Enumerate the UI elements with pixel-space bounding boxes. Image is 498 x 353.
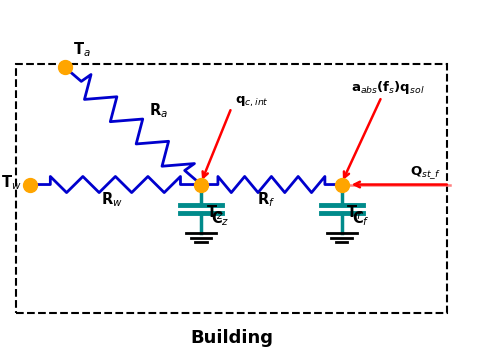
Text: R$_f$: R$_f$ <box>257 191 276 209</box>
Text: T$_z$: T$_z$ <box>206 203 224 222</box>
Text: q$_{c,int}$: q$_{c,int}$ <box>235 95 268 109</box>
Text: C$_z$: C$_z$ <box>211 210 230 228</box>
Text: Building: Building <box>190 329 273 347</box>
Text: C$_f$: C$_f$ <box>352 210 370 228</box>
Point <box>26 182 34 187</box>
Point <box>338 182 346 187</box>
Text: a$_{abs}$(f$_s$)q$_{sol}$: a$_{abs}$(f$_s$)q$_{sol}$ <box>351 79 425 96</box>
Text: Q$_{st\_f}$: Q$_{st\_f}$ <box>410 164 441 181</box>
Text: T$_f$: T$_f$ <box>347 203 364 222</box>
Point <box>197 182 205 187</box>
Text: T$_a$: T$_a$ <box>73 41 91 59</box>
Text: R$_a$: R$_a$ <box>149 101 168 120</box>
Text: R$_w$: R$_w$ <box>101 191 123 209</box>
Text: T$_w$: T$_w$ <box>0 173 21 192</box>
Point <box>61 65 69 70</box>
